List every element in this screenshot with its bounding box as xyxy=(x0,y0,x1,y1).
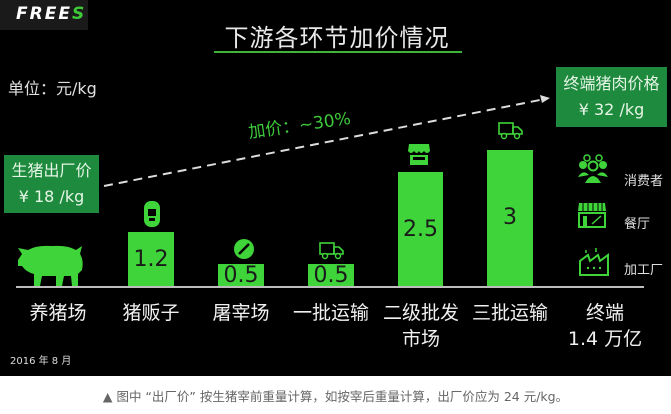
category-label-first-transport: 一批运输 xyxy=(292,302,369,324)
chart-baseline xyxy=(16,286,644,288)
category-label-third-transport: 三批运输 xyxy=(471,302,548,324)
legend-label-factory: 加工厂 xyxy=(624,263,664,278)
category-label-line1: 二级批发 xyxy=(382,302,459,324)
chart-title: 下游各环节加价情况 xyxy=(224,24,450,52)
bar-value: 3 xyxy=(503,205,517,230)
category-label-pig-trader: 猪贩子 xyxy=(122,302,180,324)
bar-value: 0.5 xyxy=(313,263,349,288)
farm-price-value: ¥ 18 /kg xyxy=(18,187,85,206)
legend-label-restaurant: 餐厅 xyxy=(624,217,651,232)
bar-value: 1.2 xyxy=(133,247,169,272)
category-label-secondary-wholesale: 二级批发 市场 xyxy=(376,300,466,352)
bar-third-transport: 3 xyxy=(487,150,533,287)
truck-icon xyxy=(319,242,344,260)
unit-label: 单位：元/kg xyxy=(8,79,97,98)
title-underline xyxy=(214,51,462,53)
consumers-icon xyxy=(578,154,608,183)
bar-secondary-wholesale: 2.5 xyxy=(398,172,443,287)
logo-text-accent: S xyxy=(71,4,87,24)
terminal-market-size: 1.4 万亿 xyxy=(567,328,643,350)
restaurant-icon xyxy=(578,203,606,228)
category-label-slaughterhouse: 屠宰场 xyxy=(212,302,270,324)
logo-text: FREE xyxy=(16,4,72,24)
bar-pig-trader: 1.2 xyxy=(128,232,174,287)
category-label-farm: 养猪场 xyxy=(29,302,87,324)
farm-price-box: 生猪出厂价 ¥ 18 /kg xyxy=(4,155,99,213)
farm-price-label: 生猪出厂价 xyxy=(11,161,92,180)
markup-trend-arrow xyxy=(103,95,550,187)
bar-value: 2.5 xyxy=(403,217,438,242)
legend-label-consumers: 消费者 xyxy=(624,174,664,189)
image-caption: ▲ 图中 “出厂价” 按生猪宰前重量计算，如按宰后重量计算，出厂价应为 24 元… xyxy=(102,389,569,404)
pig-icon xyxy=(18,245,83,286)
bar-first-transport: 0.5 xyxy=(308,263,354,288)
end-price-label: 终端猪肉价格 xyxy=(563,74,660,93)
truck-icon xyxy=(498,122,523,140)
frees-logo: FREES xyxy=(0,0,88,30)
category-label-line1: 终端 xyxy=(585,302,624,324)
chart-image: FREES 下游各环节加价情况 单位：元/kg 加价：~30% 生猪出厂价 ¥ … xyxy=(0,0,671,376)
category-label-terminal: 终端 1.4 万亿 xyxy=(560,300,650,352)
category-label-line2: 市场 xyxy=(401,328,440,350)
end-price-box: 终端猪肉价格 ¥ 32 /kg xyxy=(556,67,667,127)
bar-value: 0.5 xyxy=(223,263,259,288)
end-price-value: ¥ 32 /kg xyxy=(578,100,645,119)
bearded-man-icon xyxy=(144,201,160,227)
bar-slaughterhouse: 0.5 xyxy=(218,263,264,288)
date-label: 2016 年 8 月 xyxy=(10,356,72,367)
knife-icon xyxy=(234,239,254,259)
market-stall-icon xyxy=(408,144,430,165)
factory-icon xyxy=(579,248,609,276)
